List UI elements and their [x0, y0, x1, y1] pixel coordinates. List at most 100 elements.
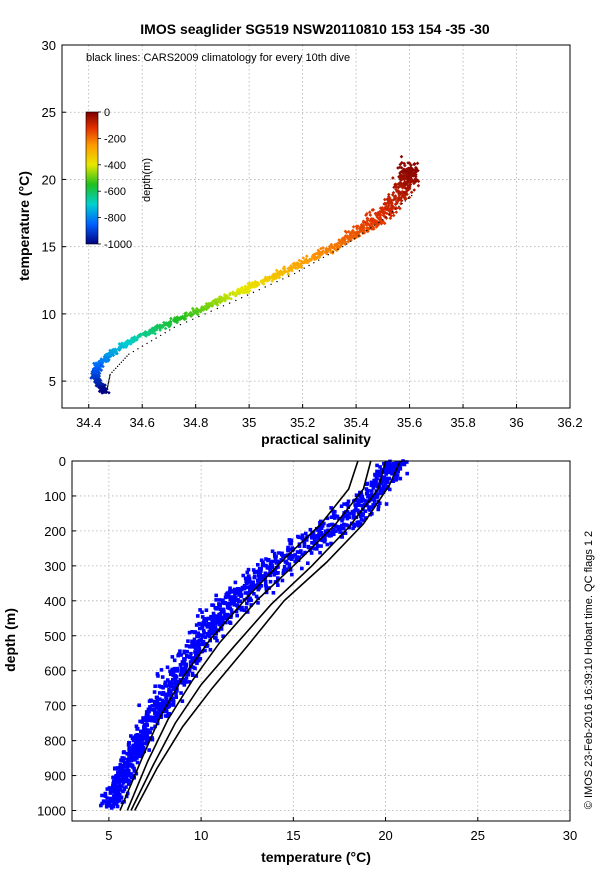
ts-observation-point — [105, 355, 110, 360]
ts-observation-point — [381, 220, 386, 225]
top-y-label: temperature (°C) — [16, 171, 32, 281]
temperature-depth-point — [342, 522, 346, 527]
ts-observation-point — [299, 261, 303, 266]
temperature-depth-point — [228, 601, 232, 606]
temperature-depth-point — [116, 776, 120, 781]
ts-climatology-point — [116, 365, 119, 368]
temperature-depth-point — [132, 769, 137, 773]
temperature-depth-point — [183, 657, 187, 662]
temperature-depth-point — [198, 608, 202, 612]
temperature-depth-point — [171, 687, 176, 691]
temperature-depth-point — [175, 689, 179, 693]
top-x-tick-label: 34.6 — [130, 415, 155, 430]
temperature-depth-point — [125, 760, 130, 765]
ts-observation-point — [409, 168, 413, 173]
ts-observation-point — [401, 171, 406, 175]
temperature-depth-point — [164, 708, 169, 713]
temperature-depth-point — [273, 555, 277, 559]
temperature-depth-point — [111, 789, 116, 794]
ts-observation-point — [406, 161, 410, 165]
temperature-depth-point — [117, 773, 122, 778]
temperature-depth-point — [260, 574, 265, 578]
temperature-depth-point — [379, 491, 383, 496]
temperature-depth-point — [101, 799, 106, 803]
temperature-depth-point — [288, 541, 292, 546]
temperature-depth-point — [259, 569, 263, 573]
temperature-depth-point — [163, 702, 168, 707]
ts-observation-point — [101, 358, 106, 363]
temperature-depth-point — [376, 507, 381, 512]
temperature-depth-point — [395, 462, 400, 466]
top-x-tick-label: 36.2 — [557, 415, 582, 430]
temperature-depth-point — [270, 564, 275, 568]
ts-observation-point — [253, 284, 257, 289]
temperature-depth-point — [217, 598, 222, 602]
ts-observation-point — [220, 299, 224, 303]
temperature-depth-point — [206, 616, 210, 621]
temperature-depth-point — [272, 551, 277, 556]
temperature-depth-point — [219, 622, 224, 627]
temperature-depth-point — [197, 646, 202, 651]
temperature-depth-point — [167, 683, 172, 687]
ts-observation-point — [336, 246, 341, 251]
temperature-depth-point — [304, 538, 309, 542]
temperature-depth-point — [221, 617, 225, 622]
temperature-depth-point — [326, 531, 331, 535]
ts-climatology-point — [109, 373, 111, 376]
ts-observation-point — [155, 323, 160, 328]
temperature-depth-point — [391, 464, 395, 468]
temperature-depth-point — [280, 578, 285, 583]
temperature-depth-point — [264, 590, 269, 595]
temperature-depth-point — [364, 482, 369, 487]
temperature-depth-point — [103, 791, 108, 796]
temperature-depth-point — [403, 460, 407, 465]
temperature-depth-point — [300, 566, 304, 571]
ts-observation-point — [324, 251, 329, 256]
temperature-depth-point — [336, 527, 340, 532]
temperature-depth-point — [185, 649, 189, 654]
ts-observation-point — [340, 240, 345, 244]
ts-climatology-point — [107, 381, 110, 384]
temperature-depth-point — [146, 728, 151, 733]
ts-climatology-point — [164, 332, 166, 334]
temperature-depth-point — [204, 618, 209, 623]
temperature-depth-point — [264, 563, 268, 568]
temperature-depth-point — [351, 510, 356, 515]
temperature-depth-point — [335, 525, 340, 529]
ts-observation-point — [389, 214, 394, 218]
ts-climatology-point — [382, 219, 384, 221]
temperature-depth-point — [157, 707, 161, 712]
ts-observation-point — [400, 160, 404, 165]
temperature-depth-point — [126, 782, 131, 786]
temperature-depth-point — [180, 699, 185, 703]
temperature-depth-point — [170, 681, 175, 686]
ts-observation-point — [329, 242, 334, 247]
ts-observation-point — [292, 261, 297, 266]
temperature-depth-point — [193, 642, 198, 647]
ts-observation-point — [93, 370, 97, 375]
temperature-depth-point — [178, 662, 183, 667]
temperature-depth-point — [118, 763, 123, 767]
temperature-depth-point — [192, 637, 197, 642]
temperature-depth-point — [384, 502, 389, 506]
ts-observation-point — [235, 289, 240, 293]
ts-observation-point — [390, 201, 394, 205]
ts-climatology-point — [126, 355, 128, 357]
temperature-depth-point — [241, 573, 246, 578]
ts-climatology-point — [108, 376, 111, 378]
temperature-depth-point — [148, 705, 152, 709]
temperature-depth-point — [118, 778, 122, 782]
temperature-depth-point — [242, 608, 247, 613]
temperature-depth-point — [280, 551, 284, 556]
temperature-depth-point — [268, 579, 273, 584]
ts-observation-point — [394, 201, 399, 206]
top-ticks: 34.4 34.6 34.8 35 35.2 35.4 35.6 35.8 36 36.2 5 10 1… — [42, 38, 583, 430]
ts-climatology-point — [118, 363, 121, 366]
climatology-profile-line — [126, 460, 372, 811]
temperature-depth-point — [239, 587, 244, 592]
temperature-depth-point — [303, 531, 308, 536]
top-x-tick-label: 34.4 — [76, 415, 101, 430]
temperature-depth-point — [107, 802, 112, 806]
temperature-depth-point — [227, 613, 231, 618]
